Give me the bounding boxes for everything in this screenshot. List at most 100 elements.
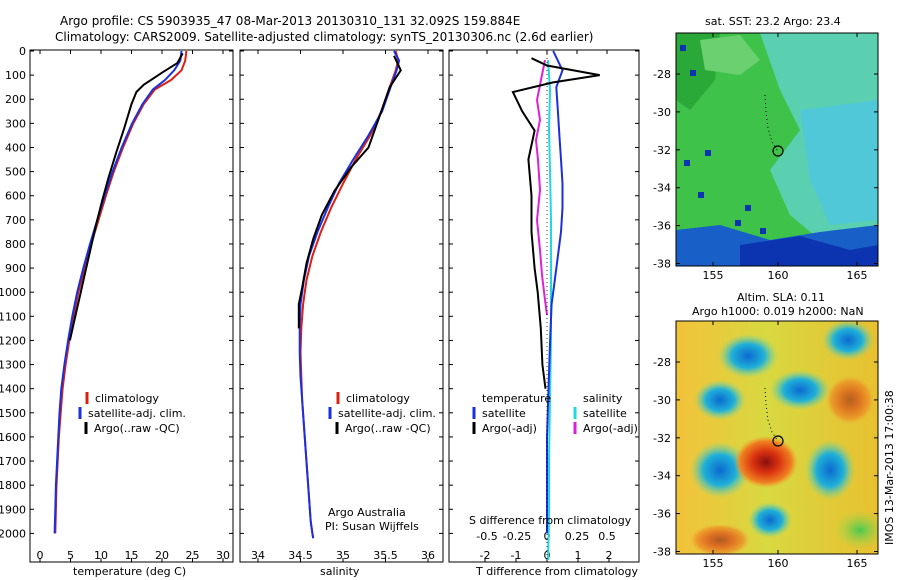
argo-position-marker — [772, 435, 784, 447]
difference-panel-frame — [448, 49, 640, 563]
depth-tick-label: 1700 — [0, 455, 26, 468]
depth-tick-label: 900 — [5, 262, 26, 275]
temperature-legend: climatology satellite-adj. clim. Argo(..… — [78, 392, 186, 435]
sla-map-image — [676, 321, 878, 554]
difference-xlabel: T difference from climatology — [475, 565, 638, 578]
depth-tick-label: 600 — [5, 190, 26, 203]
temperature-tick-label: 30 — [216, 549, 230, 562]
map-lon-tick-label: 155 — [703, 269, 724, 282]
depth-tick-label: 1600 — [0, 431, 26, 444]
t-diff-tick-label: 2 — [606, 549, 613, 562]
depth-tick-label: 0 — [19, 45, 26, 58]
temperature-xlabel: temperature (deg C) — [73, 565, 186, 578]
series-line-climatology — [299, 50, 400, 539]
map-lon-tick-label: 165 — [847, 557, 868, 570]
salinity-tick-label: 35 — [336, 549, 350, 562]
salinity-xlabel: salinity — [320, 565, 360, 578]
salinity-diff-argo-line — [534, 59, 548, 316]
temperature-x-axis: 0 5 10 15 20 25 30 — [37, 50, 230, 562]
series-line-argo-adj- — [511, 57, 600, 389]
temperature-tick-label: 10 — [94, 549, 108, 562]
timestamp-stamp: IMOS 13-Mar-2013 17:00:38 — [883, 390, 896, 545]
temperature-series — [53, 50, 188, 534]
t-diff-tick-label: -2 — [480, 549, 491, 562]
map-lat-tick-label: -32 — [653, 432, 671, 445]
argo-position-marker — [772, 145, 784, 157]
map-lat-tick-label: -36 — [653, 220, 671, 233]
s-diff-tick-label: -0.25 — [503, 530, 531, 543]
depth-tick-label: 400 — [5, 141, 26, 154]
legend-label: Argo(-adj) — [482, 422, 537, 435]
map-lon-tick-label: 165 — [847, 269, 868, 282]
depth-tick-label: 1900 — [0, 503, 26, 516]
legend-title-temperature: temperature — [482, 392, 551, 405]
depth-tick-label: 700 — [5, 214, 26, 227]
series-line-satellite-adj-clim- — [53, 50, 183, 534]
depth-tick-label: 2000 — [0, 527, 26, 540]
legend-label: climatology — [346, 392, 410, 405]
map-lat-tick-label: -30 — [653, 394, 671, 407]
difference-legend: temperature salinity satellite Argo(-adj… — [472, 392, 638, 435]
salinity-diff-satellite-line — [547, 59, 552, 561]
t-diff-tick-label: 1 — [575, 549, 582, 562]
depth-tick-label: 1000 — [0, 286, 26, 299]
legend-label: Argo(-adj) — [583, 422, 638, 435]
s-diff-tick-label: 0.5 — [598, 530, 616, 543]
legend-label: satellite — [482, 407, 526, 420]
sst-map-image — [676, 33, 878, 266]
series-line-satellite-adj-clim- — [298, 50, 401, 539]
map-lat-tick-label: -36 — [653, 508, 671, 521]
s-diff-tick-label: 0.25 — [565, 530, 590, 543]
credit-line2: PI: Susan Wijffels — [325, 520, 419, 533]
temperature-tick-label: 20 — [155, 549, 169, 562]
temperature-tick-label: 25 — [186, 549, 200, 562]
title-line2: Climatology: CARS2009. Satellite-adjuste… — [55, 30, 593, 44]
series-line-argo-raw-qc- — [68, 52, 184, 341]
depth-tick-label: 1100 — [0, 310, 26, 323]
depth-tick-label: 100 — [5, 69, 26, 82]
t-diff-tick-label: -1 — [511, 549, 522, 562]
temperature-tick-label: 0 — [37, 549, 44, 562]
depth-axis: 0 100 200 300 400 500 600 700 800 900 1000 1100 1200… — [0, 45, 639, 540]
legend-label: satellite — [583, 407, 627, 420]
salinity-tick-label: 36 — [421, 549, 435, 562]
map-lat-tick-label: -34 — [653, 470, 671, 483]
legend-label: satellite-adj. clim. — [338, 407, 436, 420]
difference-toplabel: S difference from climatology — [469, 514, 632, 527]
depth-tick-label: 1200 — [0, 334, 26, 347]
temperature-tick-label: 5 — [67, 549, 74, 562]
depth-tick-label: 1300 — [0, 359, 26, 372]
depth-tick-label: 800 — [5, 238, 26, 251]
salinity-legend: climatology satellite-adj. clim. Argo(..… — [328, 392, 436, 435]
depth-tick-label: 200 — [5, 93, 26, 106]
map-lat-tick-label: -30 — [653, 106, 671, 119]
legend-label: climatology — [95, 392, 159, 405]
map-lat-tick-label: -34 — [653, 182, 671, 195]
salinity-series — [297, 50, 402, 539]
legend-title-salinity: salinity — [583, 392, 623, 405]
depth-tick-label: 1800 — [0, 479, 26, 492]
map-lon-tick-label: 155 — [703, 557, 724, 570]
depth-tick-label: 300 — [5, 117, 26, 130]
depth-tick-label: 500 — [5, 166, 26, 179]
series-line-argo-raw-qc- — [297, 55, 402, 329]
legend-label: satellite-adj. clim. — [88, 407, 186, 420]
s-diff-tick-label: -0.5 — [476, 530, 497, 543]
map-lat-tick-label: -28 — [653, 356, 671, 369]
map-lat-tick-label: -32 — [653, 144, 671, 157]
series-line-satellite — [546, 50, 564, 534]
salinity-tick-label: 35.5 — [373, 549, 398, 562]
legend-label: Argo(..raw -QC) — [345, 422, 431, 435]
map-lon-tick-label: 160 — [768, 269, 789, 282]
salinity-tick-label: 34 — [251, 549, 265, 562]
depth-tick-label: 1400 — [0, 383, 26, 396]
legend-label: Argo(..raw -QC) — [94, 422, 180, 435]
sla-map-title1: Altim. SLA: 0.11 — [737, 291, 825, 304]
sla-map-axes: 155 160 165 -28 -30 -32 -34 -36 -38 — [653, 321, 878, 570]
t-diff-tick-label: 0 — [544, 549, 551, 562]
salinity-panel-frame — [239, 49, 444, 563]
map-lat-tick-label: -38 — [653, 546, 671, 559]
s-diff-tick-label: 0 — [544, 530, 551, 543]
credit-line1: Argo Australia — [328, 506, 406, 519]
